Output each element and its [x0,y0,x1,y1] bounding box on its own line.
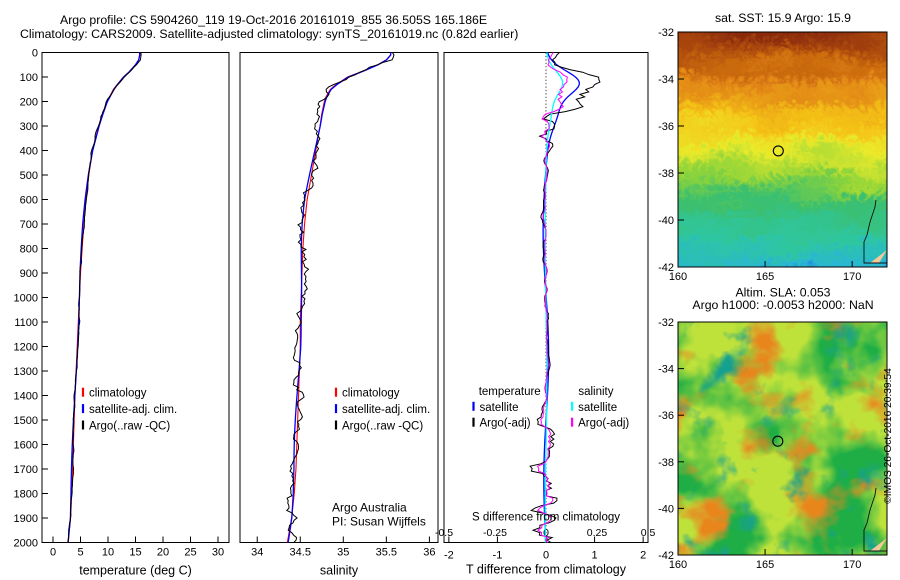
svg-text:-34: -34 [658,364,674,376]
svg-text:-36: -36 [658,121,674,133]
svg-text:-40: -40 [658,215,674,227]
svg-text:-34: -34 [658,74,674,86]
svg-text:165: 165 [756,559,774,571]
svg-text:Argo h1000: -0.0053 h2000: NaN: Argo h1000: -0.0053 h2000: NaN [692,298,873,312]
svg-text:-38: -38 [658,168,674,180]
svg-text:170: 170 [843,271,861,283]
svg-text:-38: -38 [658,457,674,469]
svg-text:165: 165 [756,271,774,283]
svg-text:sat. SST: 15.9 Argo: 15.9: sat. SST: 15.9 Argo: 15.9 [715,11,851,25]
svg-text:-32: -32 [658,317,674,329]
svg-text:-36: -36 [658,410,674,422]
svg-text:©IMOS 26-Oct-2016 20:39:54: ©IMOS 26-Oct-2016 20:39:54 [883,368,894,504]
svg-text:-42: -42 [658,550,674,562]
svg-text:170: 170 [843,559,861,571]
svg-text:-32: -32 [658,27,674,39]
svg-text:-40: -40 [658,503,674,515]
svg-text:-42: -42 [658,262,674,274]
